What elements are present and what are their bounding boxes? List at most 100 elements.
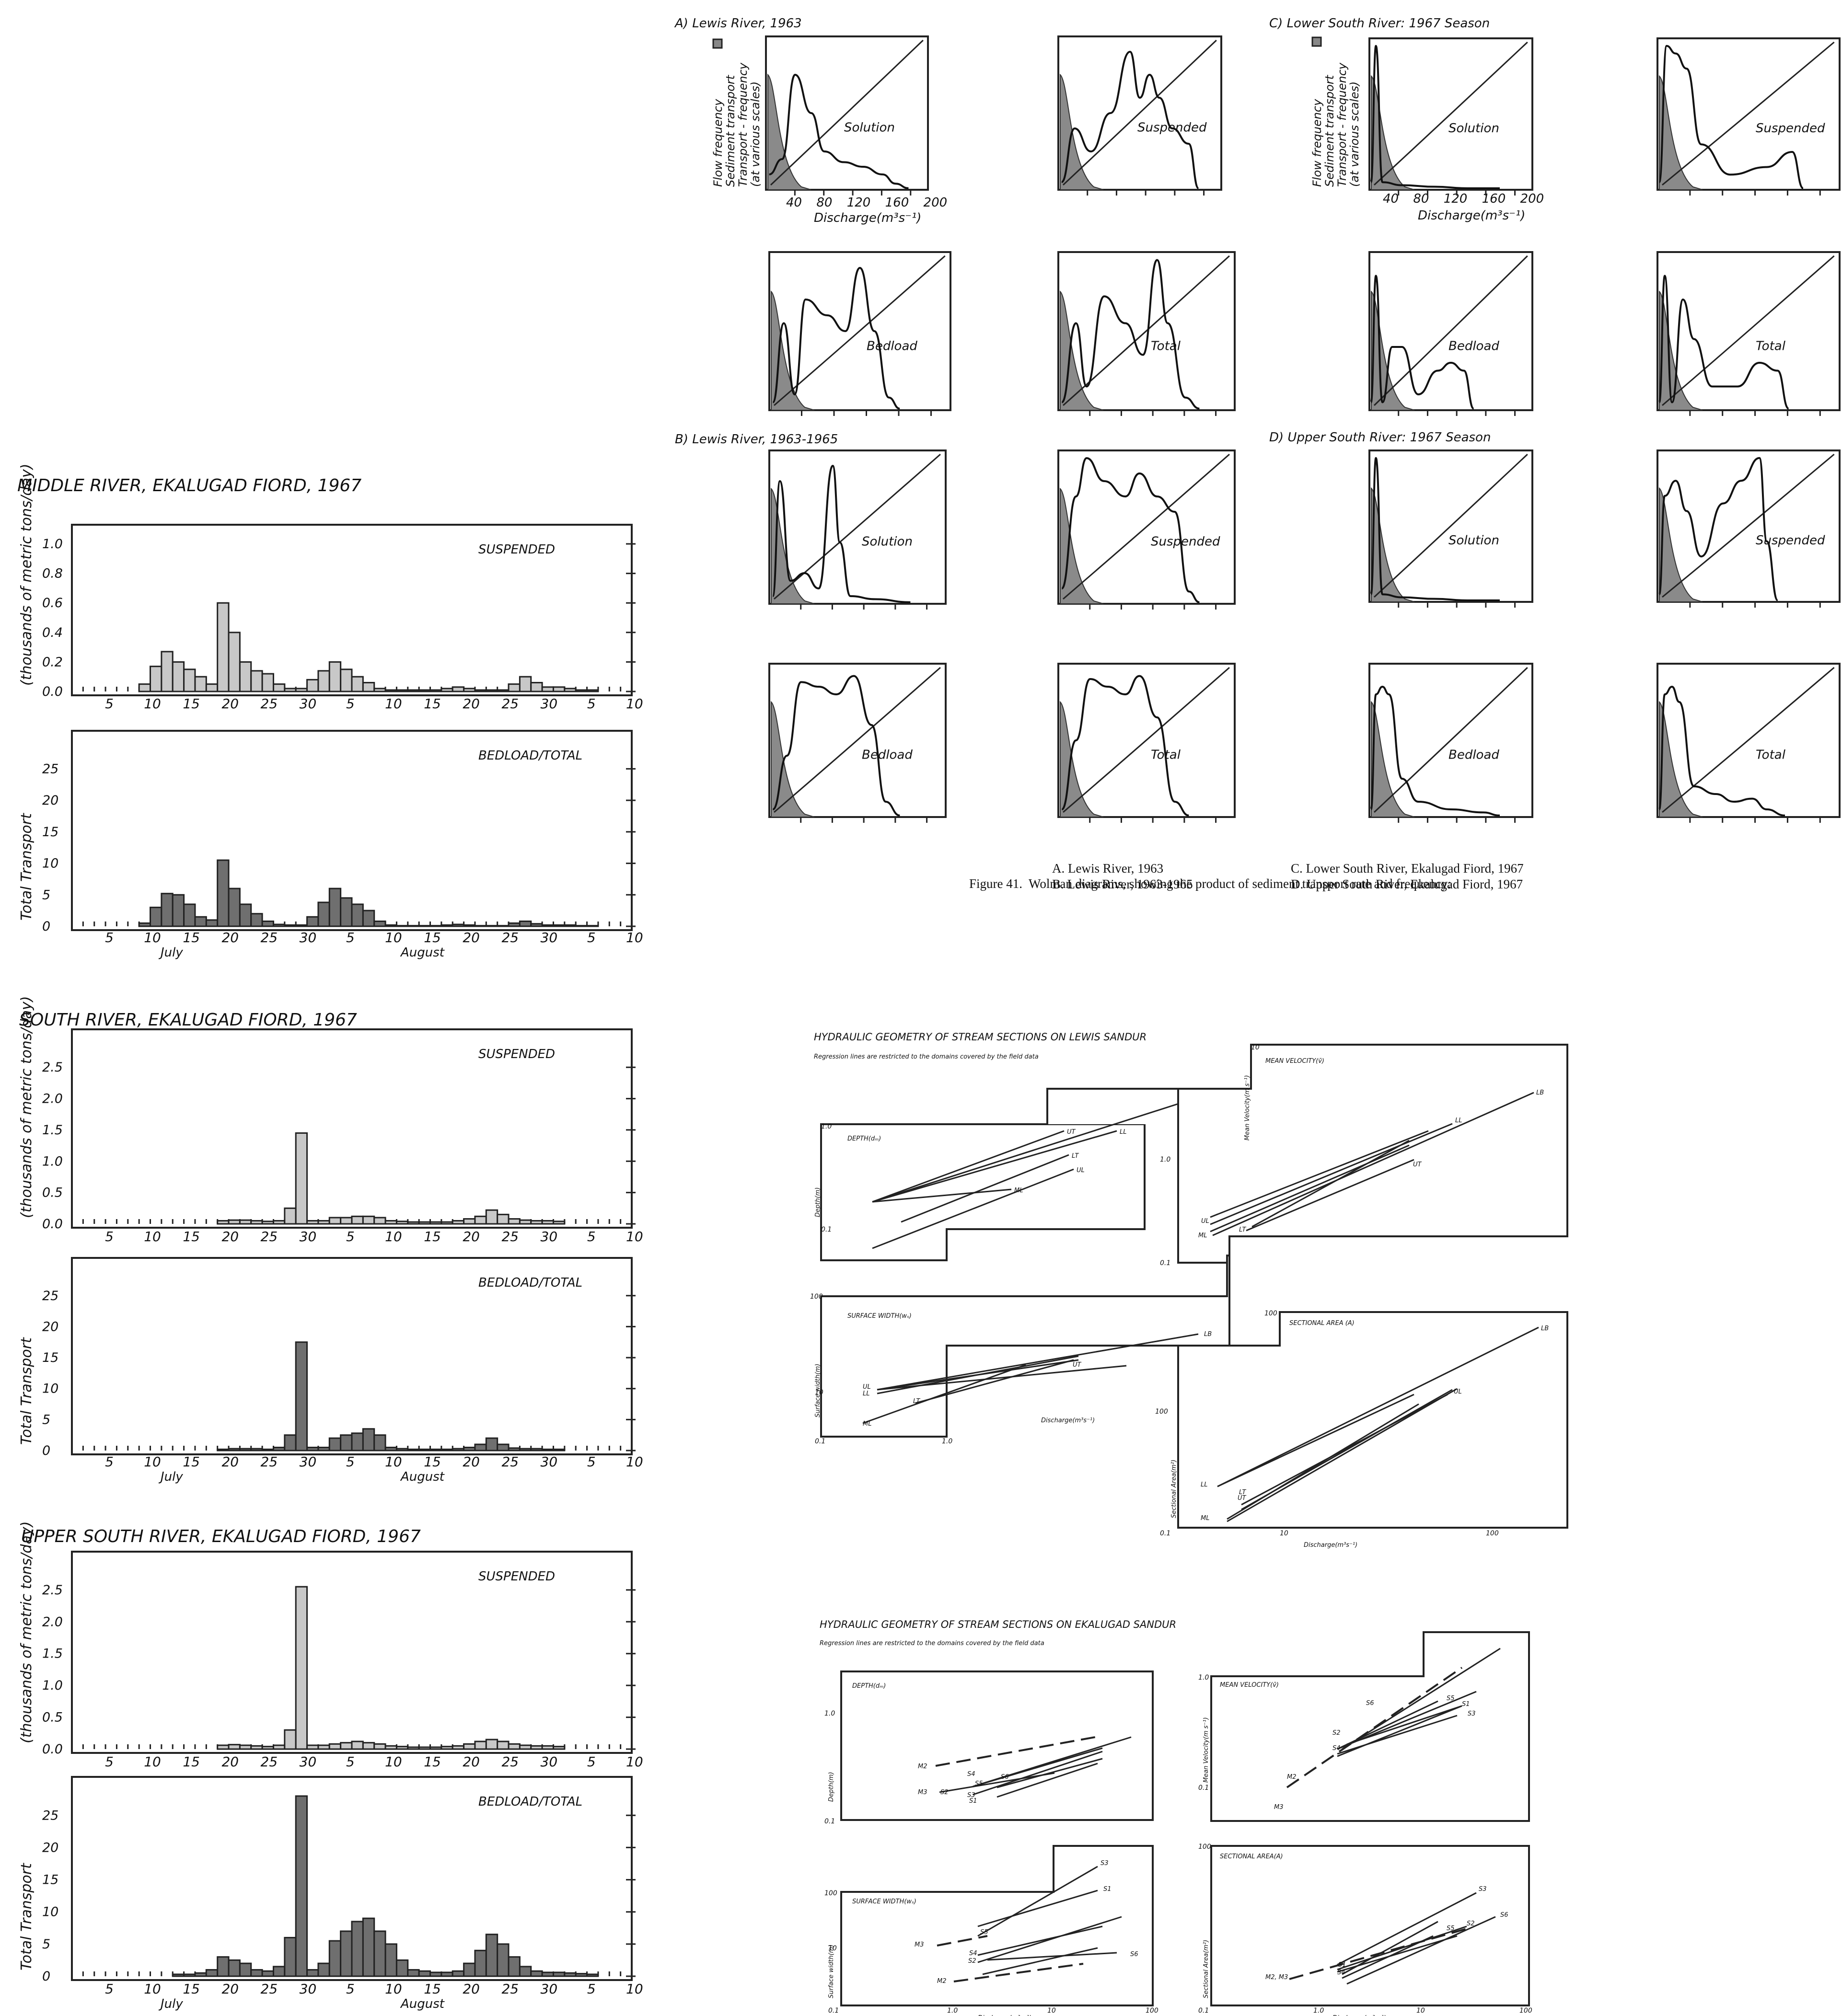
bar bbox=[228, 1448, 241, 1452]
bar-panel-bedload-total: BEDLOAD/TOTAL 25 20 15 10 5 0 Total Transport 5 1… bbox=[18, 1776, 643, 1997]
bar bbox=[407, 1746, 420, 1750]
regression-label: LL bbox=[863, 1390, 870, 1397]
bar bbox=[519, 920, 532, 927]
regression-label: S2 bbox=[968, 1958, 976, 1965]
tick-label: 0.1 bbox=[1198, 1784, 1209, 1792]
bar bbox=[440, 1448, 453, 1452]
bar bbox=[552, 686, 566, 692]
x-tick-label: 10 bbox=[144, 930, 161, 945]
regression-label: S4 bbox=[969, 1950, 977, 1957]
regression-line bbox=[1342, 1921, 1438, 1975]
sediment-transport-curve bbox=[1063, 453, 1230, 600]
x-tick-label: 5 bbox=[587, 930, 596, 945]
x-tick-label: 15 bbox=[424, 696, 441, 712]
x-tick-label: 25 bbox=[501, 696, 519, 712]
regression-line bbox=[1251, 1140, 1410, 1228]
x-tick-label: 10 bbox=[144, 1754, 161, 1770]
flow-frequency-shade bbox=[1060, 701, 1104, 818]
panel-label: MEAN VELOCITY(v̄) bbox=[1265, 1058, 1324, 1065]
y-tick-label: 25 bbox=[42, 761, 58, 776]
x-axis-label: Discharge(m³s⁻¹) bbox=[1304, 1542, 1357, 1549]
bar bbox=[239, 661, 252, 692]
transport-frequency-curve bbox=[1658, 275, 1789, 410]
bar bbox=[317, 670, 330, 692]
bar bbox=[217, 1744, 230, 1750]
y-tick-label: 5 bbox=[42, 1412, 50, 1427]
bar bbox=[306, 1969, 319, 1977]
bar bbox=[497, 1943, 510, 1977]
bar bbox=[418, 1970, 431, 1977]
x-tick-label: 10 bbox=[144, 1454, 161, 1470]
bar bbox=[519, 1966, 532, 1977]
sediment-transport-curve bbox=[1373, 667, 1528, 813]
bar bbox=[395, 1746, 409, 1750]
y-tick-label: 5 bbox=[42, 1937, 50, 1952]
bar-panel-bedload-total: BEDLOAD/TOTAL 25 20 15 10 5 0 Total Transport 5 1… bbox=[18, 730, 643, 945]
regression-line bbox=[915, 1359, 1074, 1404]
x-tick-label: 5 bbox=[587, 1454, 596, 1470]
regression-label: UL bbox=[863, 1383, 871, 1391]
bar bbox=[586, 689, 599, 692]
bar bbox=[306, 679, 319, 692]
regression-label: S2 bbox=[1332, 1729, 1341, 1737]
bar bbox=[340, 668, 353, 692]
hydro-lewis: DEPTH(dₘ)1.00.1Depth(m)LBLLLTUTULMLMEAN … bbox=[810, 1044, 1568, 1549]
regression-line bbox=[872, 1188, 1012, 1203]
panel-label: Total bbox=[1151, 339, 1181, 354]
y-axis-label: Total Transport bbox=[18, 1863, 35, 1970]
xtick: 80 bbox=[816, 196, 833, 210]
x-tick-label: 5 bbox=[105, 696, 114, 712]
bar bbox=[150, 666, 162, 692]
y-tick-label: 0.0 bbox=[42, 1742, 63, 1757]
flow-frequency-shade bbox=[1659, 487, 1703, 602]
bar bbox=[474, 1215, 487, 1225]
caption-line1: Figure 41. Wolman diagrams, showing the … bbox=[969, 876, 1451, 891]
sediment-transport-curve bbox=[1063, 667, 1230, 813]
bar bbox=[407, 1448, 420, 1452]
bar bbox=[564, 688, 577, 692]
bar bbox=[250, 1448, 263, 1452]
panel-label: MEAN VELOCITY(v̄) bbox=[1220, 1682, 1279, 1689]
wolman-panel-solution: Solution bbox=[1368, 37, 1533, 196]
bar-chart-1: MIDDLE RIVER, EKALUGAD FIORD, 1967SUSPEN… bbox=[17, 464, 643, 960]
sediment-transport-curve bbox=[1662, 453, 1835, 598]
flow-frequency-shade bbox=[771, 290, 815, 411]
bar bbox=[452, 1220, 465, 1225]
bar bbox=[497, 689, 510, 692]
transport-frequency-curve bbox=[1061, 675, 1189, 817]
tick-label: 10 bbox=[1251, 1044, 1260, 1051]
x-tick-label: 15 bbox=[183, 696, 200, 712]
transport-frequency-curve bbox=[1061, 50, 1200, 189]
x-tick-label: 15 bbox=[183, 930, 200, 945]
wolman-panel-suspended: Suspended bbox=[1057, 449, 1236, 610]
bar bbox=[362, 1428, 375, 1452]
regression-label: S1 bbox=[1338, 1961, 1346, 1969]
bar bbox=[272, 1966, 286, 1977]
bar bbox=[228, 1959, 241, 1977]
bar bbox=[183, 1973, 196, 1977]
bar bbox=[295, 688, 308, 692]
regression-line bbox=[973, 1751, 1103, 1796]
x-tick-label: 5 bbox=[105, 1754, 114, 1770]
bar bbox=[284, 1936, 297, 1977]
bar bbox=[328, 661, 342, 692]
x-tick-label: 10 bbox=[385, 1229, 402, 1244]
regression-line bbox=[1227, 1403, 1419, 1520]
regression-line bbox=[973, 1747, 1103, 1787]
bar bbox=[205, 1969, 219, 1977]
regression-line bbox=[1241, 1394, 1448, 1506]
x-tick-label: 10 bbox=[144, 696, 161, 712]
group-title-c: C) Lower South River: 1967 Season bbox=[1269, 16, 1490, 31]
regression-label: S6 bbox=[1130, 1951, 1138, 1958]
regression-line bbox=[1337, 1705, 1462, 1757]
caption-col2: C. Lower South River, Ekalugad Fiord, 19… bbox=[1291, 861, 1524, 892]
y-tick-label: 20 bbox=[42, 1840, 58, 1855]
bar bbox=[530, 923, 543, 927]
x-tick-label: 15 bbox=[183, 1754, 200, 1770]
tick-label: 0.1 bbox=[1160, 1259, 1170, 1267]
regression-label: S5 bbox=[975, 1780, 983, 1787]
bar bbox=[541, 686, 554, 692]
hydro-lewis-subtitle: Regression lines are restricted to the d… bbox=[814, 1053, 1039, 1060]
bar bbox=[317, 901, 330, 927]
x-tick-label: 30 bbox=[541, 1229, 558, 1244]
